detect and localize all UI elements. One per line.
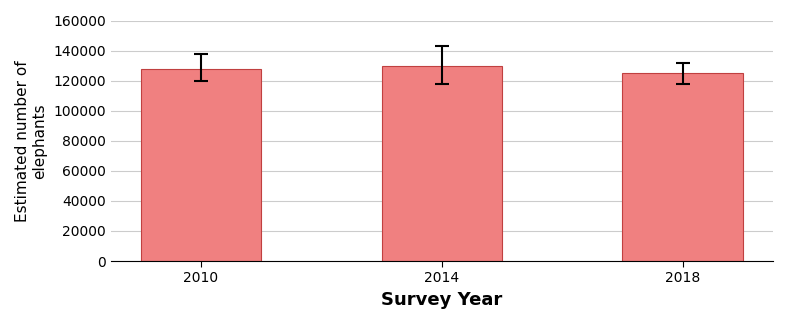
Bar [141,69,261,261]
Bar [623,73,743,261]
Y-axis label: Estimated number of
elephants: Estimated number of elephants [15,60,47,222]
X-axis label: Survey Year: Survey Year [381,291,503,309]
Bar [381,65,502,261]
